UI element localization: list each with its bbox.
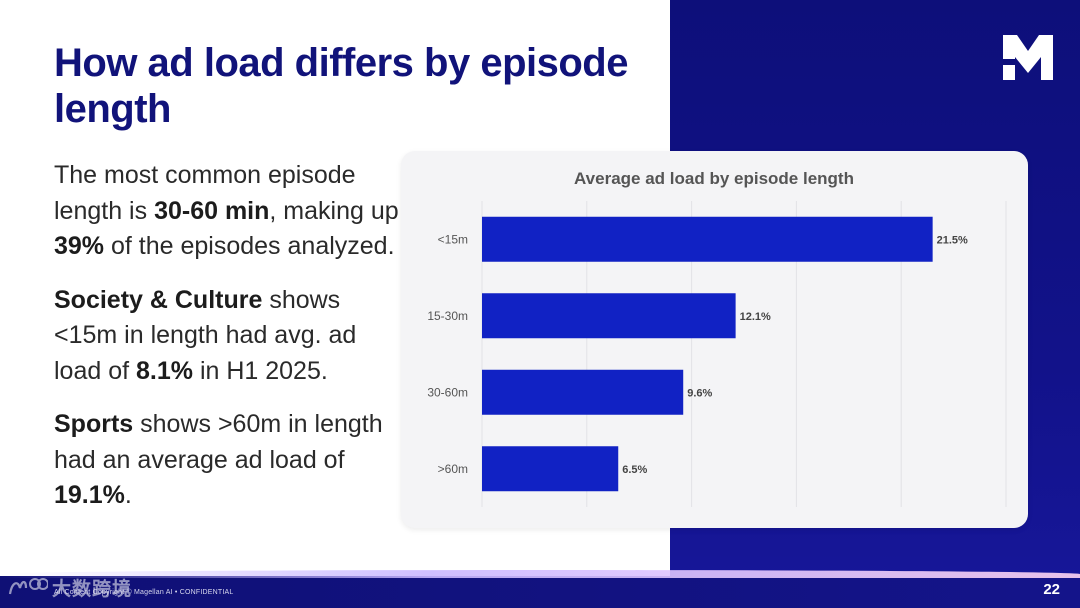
body-paragraph: Sports shows >60m in length had an avera… [54,407,399,514]
slide-title: How ad load differs by episode length [54,40,634,132]
data-label: 9.6% [687,387,712,399]
category-label: >60m [438,462,468,476]
paragraph-text: . [125,481,132,509]
paragraph-text: of the episodes analyzed. [104,232,394,260]
magellan-logo-icon [1003,35,1053,80]
body-paragraph: Society & Culture shows <15m in length h… [54,283,399,390]
category-label: 30-60m [427,385,468,399]
bar-chart: Average ad load by episode length <15m 21.… [401,151,1028,528]
body-paragraph: The most common episode length is 30-60 … [54,158,399,265]
highlight-text: Society & Culture [54,286,262,314]
data-label: 12.1% [740,311,771,323]
bar [482,293,736,338]
category-label: 15-30m [427,309,468,323]
watermark-text: 大数跨境 [52,574,132,601]
highlight-text: 30-60 min [154,197,269,225]
paragraph-text: , making up [269,197,398,225]
chart-title: Average ad load by episode length [574,169,854,188]
page-number: 22 [1043,581,1060,598]
body-text: The most common episode length is 30-60 … [54,158,399,532]
watermark: 大数跨境 [8,572,132,602]
bar [482,446,618,491]
paragraph-text: in H1 2025. [193,357,328,385]
bar [482,370,683,415]
chart-card: Average ad load by episode length <15m 21.… [401,151,1028,528]
highlight-text: Sports [54,410,133,438]
highlight-text: 19.1% [54,481,125,509]
category-label: <15m [438,232,468,246]
data-label: 21.5% [937,234,968,246]
watermark-logo-icon [8,576,48,598]
data-label: 6.5% [622,464,647,476]
highlight-text: 8.1% [136,357,193,385]
bar [482,217,933,262]
footer-copyright: All Content Copyright © Magellan AI • CO… [54,589,233,596]
highlight-text: 39% [54,232,104,260]
